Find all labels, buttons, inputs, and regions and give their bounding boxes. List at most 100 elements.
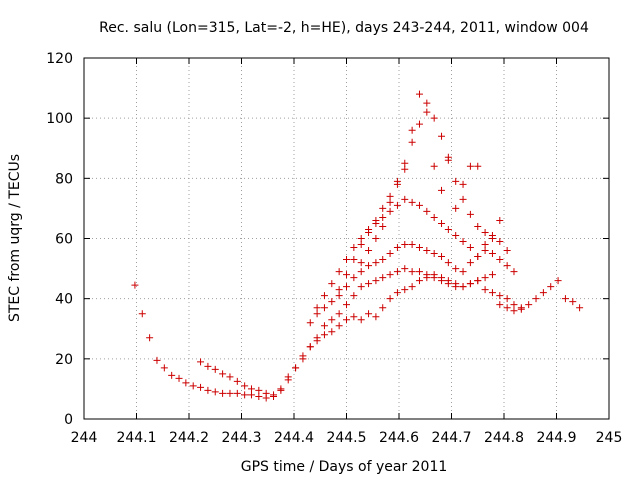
- x-tick-label: 244.3: [221, 430, 261, 446]
- x-tick-label: 245: [596, 430, 623, 446]
- data-point: [365, 262, 373, 270]
- x-tick-label: 244.4: [274, 430, 314, 446]
- data-point: [459, 195, 467, 203]
- data-point: [408, 268, 416, 276]
- data-point: [415, 90, 423, 98]
- data-point: [262, 389, 270, 397]
- data-point: [510, 301, 518, 309]
- data-point: [386, 198, 394, 206]
- data-point: [415, 201, 423, 209]
- data-point: [372, 313, 380, 321]
- data-point: [343, 316, 350, 324]
- x-tick-label: 244.2: [169, 430, 209, 446]
- y-tick-label: 120: [46, 51, 73, 67]
- data-point: [459, 238, 467, 246]
- data-point: [430, 114, 438, 122]
- data-point: [576, 304, 584, 312]
- data-point: [277, 385, 285, 393]
- data-point: [386, 192, 394, 200]
- data-point: [343, 301, 350, 309]
- data-point: [138, 310, 146, 318]
- data-point: [131, 281, 139, 289]
- data-point: [554, 277, 562, 285]
- data-point: [379, 204, 387, 212]
- data-point: [496, 216, 504, 224]
- data-point: [357, 259, 365, 267]
- data-point: [415, 268, 423, 276]
- data-point: [335, 310, 343, 318]
- data-point: [393, 268, 401, 276]
- data-point: [423, 247, 431, 255]
- data-point: [168, 371, 176, 379]
- data-point: [386, 271, 394, 279]
- data-point: [241, 382, 249, 390]
- data-point: [438, 253, 446, 261]
- data-point: [430, 162, 438, 170]
- data-point: [481, 241, 489, 249]
- data-point: [488, 271, 496, 279]
- data-point: [379, 274, 387, 282]
- data-point: [561, 295, 569, 303]
- y-tick-label: 60: [55, 232, 73, 248]
- data-point: [569, 298, 577, 306]
- data-point: [488, 250, 496, 258]
- data-point: [547, 283, 555, 291]
- data-point: [481, 228, 489, 236]
- data-point: [350, 274, 358, 282]
- data-point: [496, 301, 504, 309]
- data-point: [510, 268, 518, 276]
- data-point: [401, 286, 409, 294]
- data-point: [430, 250, 438, 258]
- data-point: [401, 241, 409, 249]
- data-point: [219, 370, 227, 378]
- data-point: [466, 244, 474, 252]
- data-point: [197, 383, 205, 391]
- data-point: [401, 165, 409, 173]
- data-point: [525, 301, 533, 309]
- data-point: [211, 365, 219, 373]
- data-point: [466, 162, 474, 170]
- data-point: [415, 120, 423, 128]
- data-point: [496, 256, 504, 264]
- data-point: [241, 391, 249, 399]
- data-point: [343, 256, 350, 264]
- data-point: [313, 310, 321, 318]
- data-point: [423, 99, 431, 107]
- data-point: [408, 283, 416, 291]
- data-point: [444, 259, 452, 267]
- data-point: [306, 343, 314, 351]
- data-point: [517, 304, 525, 312]
- data-point: [320, 292, 328, 300]
- data-point: [481, 247, 489, 255]
- data-point: [328, 280, 336, 288]
- data-point: [438, 186, 446, 194]
- data-point: [350, 244, 358, 252]
- data-point: [539, 289, 547, 297]
- data-point: [466, 280, 474, 288]
- data-point: [488, 289, 496, 297]
- data-point: [510, 307, 518, 315]
- data-point: [365, 310, 373, 318]
- data-point: [175, 374, 183, 382]
- data-point: [160, 364, 168, 372]
- data-point: [335, 322, 343, 330]
- data-point: [474, 162, 482, 170]
- data-point: [408, 126, 416, 134]
- data-point: [335, 268, 343, 276]
- chart-title: Rec. salu (Lon=315, Lat=-2, h=HE), days …: [99, 20, 589, 36]
- data-point: [415, 277, 423, 285]
- data-point: [532, 295, 540, 303]
- data-point: [343, 283, 350, 291]
- x-tick-label: 244.7: [431, 430, 471, 446]
- data-point: [379, 256, 387, 264]
- data-point: [357, 316, 365, 324]
- data-point: [357, 268, 365, 276]
- data-point: [204, 362, 212, 370]
- data-point: [189, 382, 197, 390]
- data-point: [474, 222, 482, 230]
- y-tick-label: 100: [46, 111, 73, 127]
- data-point: [146, 334, 154, 342]
- data-point: [204, 386, 212, 394]
- data-point: [328, 316, 336, 324]
- data-point: [255, 392, 263, 400]
